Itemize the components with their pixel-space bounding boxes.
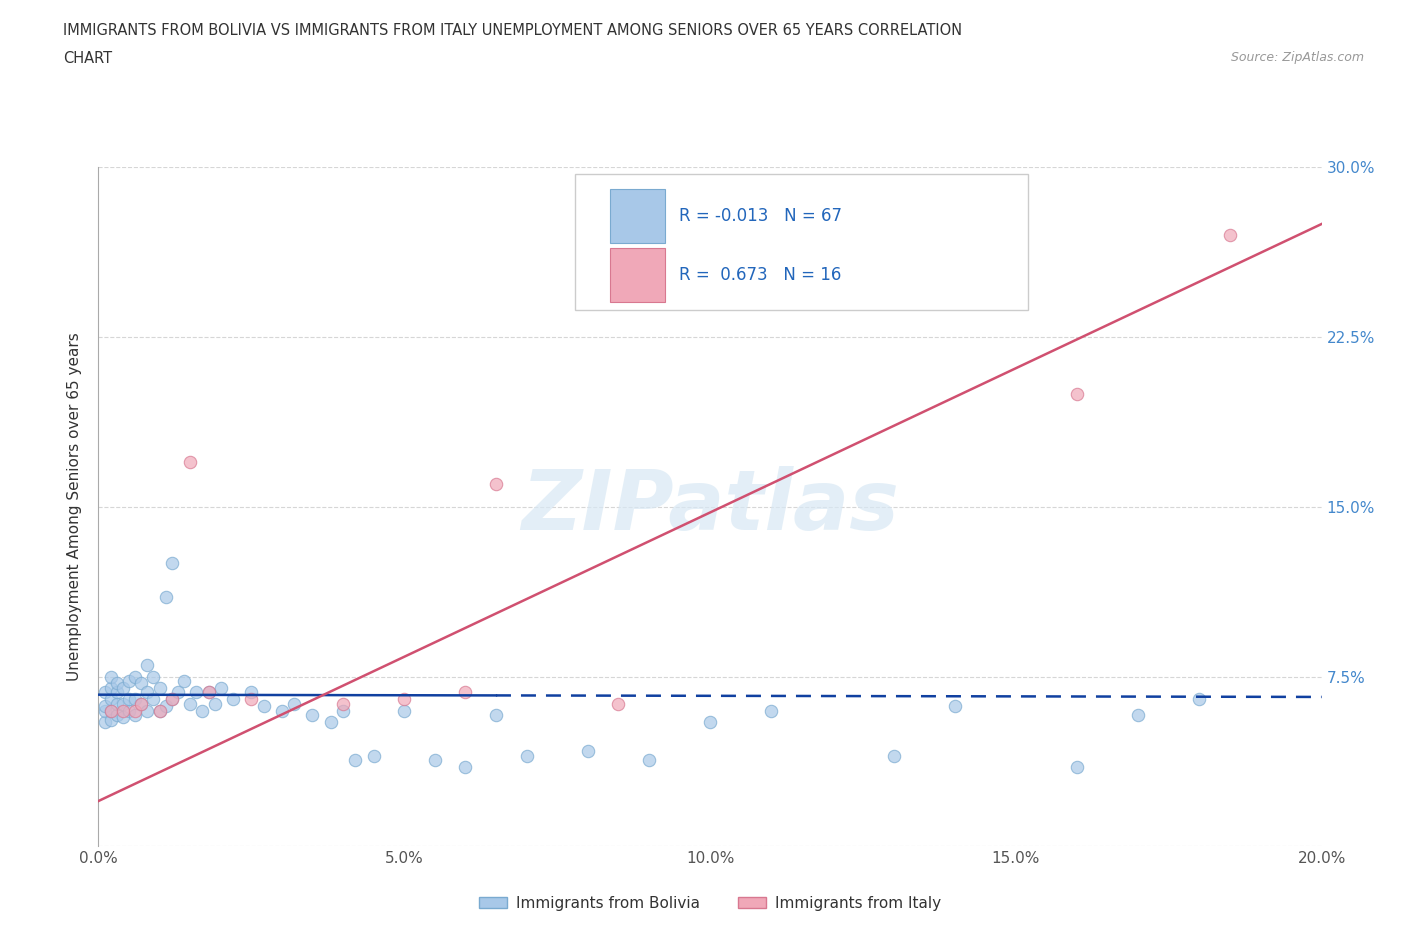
Point bbox=[111, 703, 134, 718]
Point bbox=[179, 454, 201, 469]
Point bbox=[111, 697, 134, 711]
Point bbox=[222, 692, 245, 707]
Point bbox=[111, 710, 134, 724]
Point bbox=[186, 685, 208, 700]
Point bbox=[883, 749, 905, 764]
Y-axis label: Unemployment Among Seniors over 65 years: Unemployment Among Seniors over 65 years bbox=[67, 333, 83, 682]
Point bbox=[118, 692, 141, 707]
Point bbox=[1128, 708, 1150, 723]
Point bbox=[136, 685, 159, 700]
Point bbox=[759, 703, 782, 718]
Point bbox=[124, 670, 146, 684]
Point bbox=[240, 692, 263, 707]
Text: CHART: CHART bbox=[63, 51, 112, 66]
Point bbox=[149, 703, 172, 718]
Point bbox=[155, 698, 177, 713]
Point bbox=[93, 714, 115, 729]
Point bbox=[252, 698, 274, 713]
Point bbox=[155, 590, 177, 604]
Point bbox=[301, 708, 323, 723]
Point bbox=[332, 703, 354, 718]
Point bbox=[1066, 760, 1088, 775]
Point bbox=[142, 670, 165, 684]
Point bbox=[197, 685, 219, 700]
Text: R = -0.013   N = 67: R = -0.013 N = 67 bbox=[679, 207, 842, 225]
Point bbox=[100, 681, 122, 696]
Point bbox=[160, 692, 183, 707]
Point bbox=[160, 556, 183, 571]
Point bbox=[607, 697, 630, 711]
Text: ZIPatlas: ZIPatlas bbox=[522, 466, 898, 548]
Point bbox=[576, 744, 599, 759]
Point bbox=[637, 753, 661, 768]
Point bbox=[1188, 692, 1211, 707]
Point bbox=[124, 692, 146, 707]
Point bbox=[699, 714, 721, 729]
Point bbox=[392, 703, 416, 718]
Text: R =  0.673   N = 16: R = 0.673 N = 16 bbox=[679, 266, 842, 284]
Point bbox=[1219, 228, 1241, 243]
Point bbox=[392, 692, 416, 707]
Point bbox=[136, 703, 159, 718]
Point bbox=[197, 685, 219, 700]
Point bbox=[363, 749, 385, 764]
Point bbox=[111, 681, 134, 696]
Point bbox=[105, 697, 128, 711]
Point bbox=[454, 685, 477, 700]
Point bbox=[100, 703, 122, 718]
Legend: Immigrants from Bolivia, Immigrants from Italy: Immigrants from Bolivia, Immigrants from… bbox=[472, 889, 948, 917]
FancyBboxPatch shape bbox=[610, 247, 665, 302]
Point bbox=[100, 703, 122, 718]
Point bbox=[93, 685, 115, 700]
Point bbox=[118, 703, 141, 718]
Point bbox=[118, 673, 141, 688]
Point bbox=[100, 670, 122, 684]
Point bbox=[485, 708, 508, 723]
Point bbox=[149, 681, 172, 696]
Point bbox=[142, 692, 165, 707]
Point bbox=[209, 681, 232, 696]
Point bbox=[943, 698, 966, 713]
Point bbox=[160, 692, 183, 707]
Point bbox=[173, 673, 195, 688]
Point bbox=[319, 714, 342, 729]
Point bbox=[100, 712, 122, 727]
Text: IMMIGRANTS FROM BOLIVIA VS IMMIGRANTS FROM ITALY UNEMPLOYMENT AMONG SENIORS OVER: IMMIGRANTS FROM BOLIVIA VS IMMIGRANTS FR… bbox=[63, 23, 962, 38]
Point bbox=[100, 692, 122, 707]
Point bbox=[93, 698, 115, 713]
Point bbox=[283, 697, 305, 711]
Text: Source: ZipAtlas.com: Source: ZipAtlas.com bbox=[1230, 51, 1364, 64]
Point bbox=[129, 697, 152, 711]
Point bbox=[204, 697, 226, 711]
Point bbox=[1066, 386, 1088, 401]
Point bbox=[124, 703, 146, 718]
Point bbox=[179, 697, 201, 711]
Point bbox=[270, 703, 292, 718]
Point bbox=[167, 685, 190, 700]
Point bbox=[191, 703, 214, 718]
Point bbox=[149, 703, 172, 718]
Point bbox=[516, 749, 538, 764]
Point bbox=[240, 685, 263, 700]
Point bbox=[105, 685, 128, 700]
Point bbox=[136, 658, 159, 672]
Point bbox=[344, 753, 367, 768]
Point bbox=[423, 753, 446, 768]
Point bbox=[454, 760, 477, 775]
FancyBboxPatch shape bbox=[610, 189, 665, 244]
Point bbox=[485, 477, 508, 492]
Point bbox=[124, 708, 146, 723]
Point bbox=[93, 703, 115, 718]
Point bbox=[129, 697, 152, 711]
FancyBboxPatch shape bbox=[575, 174, 1028, 310]
Point bbox=[105, 676, 128, 691]
Point bbox=[129, 676, 152, 691]
Point bbox=[332, 697, 354, 711]
Point bbox=[105, 708, 128, 723]
